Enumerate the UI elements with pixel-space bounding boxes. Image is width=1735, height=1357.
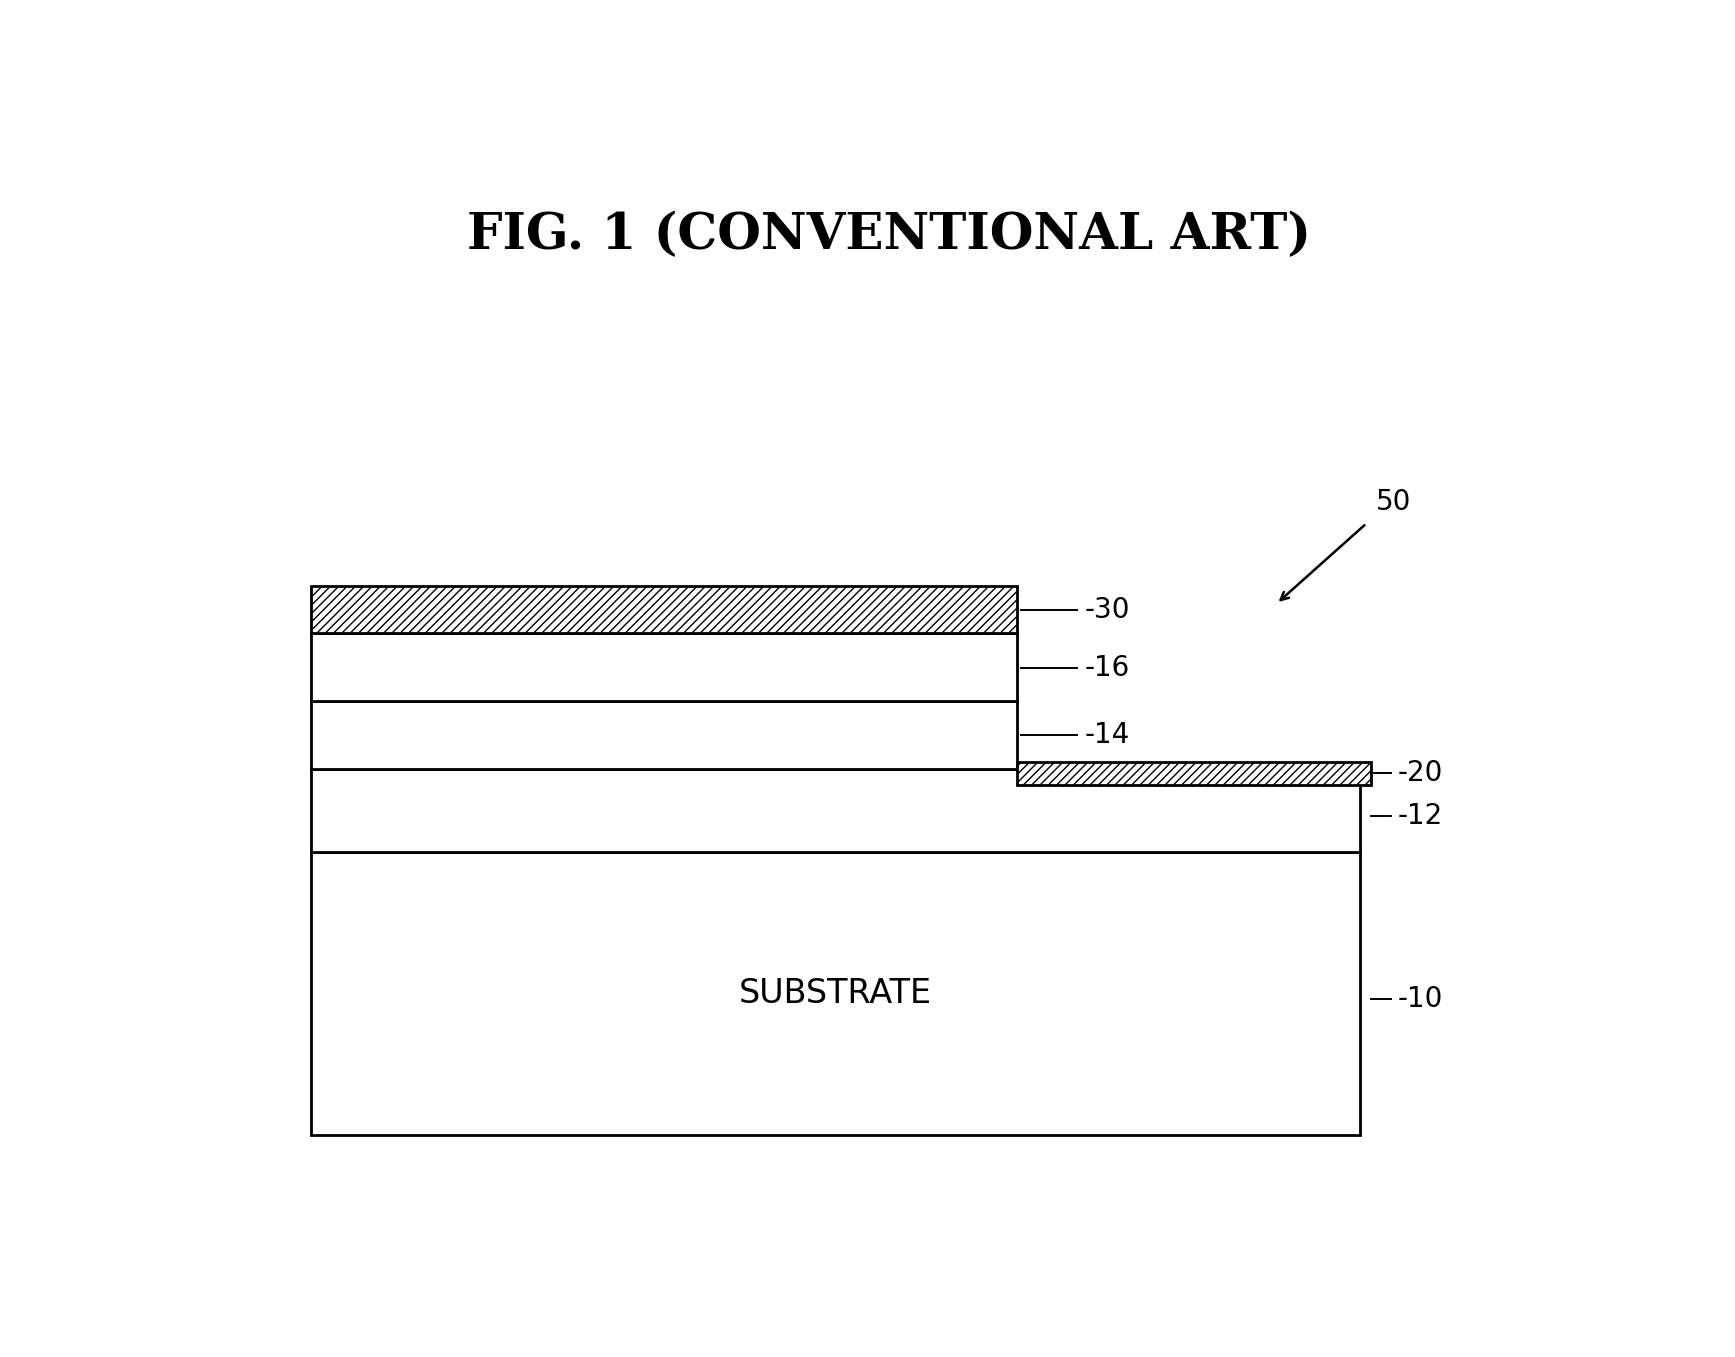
Text: -10: -10 xyxy=(1397,985,1444,1012)
Text: FIG. 1 (CONVENTIONAL ART): FIG. 1 (CONVENTIONAL ART) xyxy=(467,212,1312,261)
Bar xyxy=(1017,761,1371,784)
Text: -12: -12 xyxy=(1397,802,1444,830)
Bar xyxy=(311,769,1360,852)
Text: 50: 50 xyxy=(1376,489,1411,517)
Bar xyxy=(311,632,1017,702)
Text: -14: -14 xyxy=(1084,722,1129,749)
Bar xyxy=(311,852,1360,1134)
Text: -20: -20 xyxy=(1397,759,1444,787)
Text: SUBSTRATE: SUBSTRATE xyxy=(739,977,932,1010)
Bar xyxy=(311,702,1017,769)
Text: -16: -16 xyxy=(1084,654,1129,681)
Bar xyxy=(311,586,1017,632)
Text: -30: -30 xyxy=(1084,596,1129,624)
